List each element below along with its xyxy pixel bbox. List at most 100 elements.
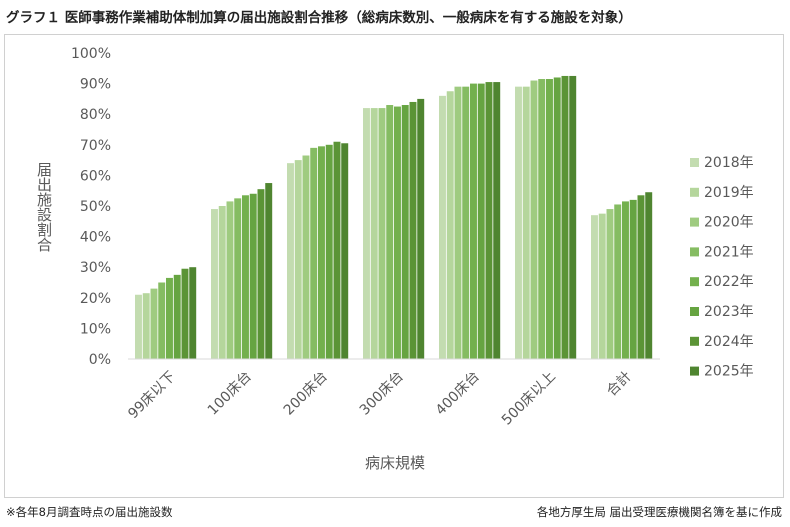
- legend-swatch: [690, 217, 699, 227]
- y-tick-label: 10%: [80, 321, 111, 337]
- bar: [173, 274, 181, 359]
- x-tick-label: 200床台: [281, 369, 331, 419]
- bar: [446, 91, 454, 359]
- bar: [606, 209, 614, 359]
- bar: [538, 79, 546, 359]
- x-axis: 99床以下 100床台 200床台 300床台 400床台 500床以上 合計: [125, 358, 660, 429]
- bar: [211, 209, 218, 359]
- bar: [530, 80, 538, 359]
- bar: [591, 215, 598, 359]
- bar: [325, 144, 333, 359]
- bar: [386, 105, 394, 360]
- bar: [333, 141, 341, 359]
- bar: [462, 86, 470, 359]
- legend-swatch: [690, 336, 699, 346]
- x-tick-label: 500床以上: [499, 369, 559, 429]
- bar: [294, 160, 302, 359]
- y-axis-title: 届出施設割合: [35, 162, 53, 252]
- legend-swatch: [690, 307, 699, 316]
- legend-swatch: [690, 187, 699, 197]
- y-tick-label: 30%: [80, 260, 111, 276]
- bar: [234, 198, 242, 359]
- bar: [265, 183, 273, 359]
- x-tick-label: 400床台: [433, 369, 483, 419]
- bar: [142, 293, 150, 359]
- y-axis: 0% 10% 20% 30% 40% 50% 60% 70% 80% 90% 100%: [71, 46, 111, 368]
- bar: [310, 147, 318, 359]
- bar: [181, 268, 189, 359]
- bar: [569, 75, 577, 359]
- bar: [439, 95, 446, 359]
- footnote-left: ※各年8月調査時点の届出施設数: [6, 505, 173, 519]
- bar: [515, 86, 522, 359]
- bars: [135, 75, 653, 360]
- x-tick-label: 99床以下: [125, 369, 179, 423]
- bar: [614, 204, 622, 359]
- legend-swatch: [690, 366, 699, 376]
- bar: [249, 193, 257, 359]
- bar: [370, 108, 378, 359]
- bar: [598, 213, 606, 359]
- y-tick-label: 40%: [80, 230, 111, 246]
- x-tick-label: 100床台: [205, 369, 255, 419]
- legend-label: 2022年: [704, 274, 754, 290]
- x-axis-title: 病床規模: [365, 454, 425, 472]
- chart-frame: [4, 34, 784, 498]
- legend-label: 2025年: [704, 364, 754, 380]
- bar: [493, 82, 501, 359]
- bar: [546, 79, 553, 359]
- legend-label: 2019年: [704, 185, 754, 201]
- bar: [637, 195, 645, 359]
- legend-label: 2018年: [704, 155, 754, 171]
- footnote-right: 各地方厚生局 届出受理医療機関名簿を基に作成: [536, 505, 782, 519]
- bar: [150, 288, 158, 359]
- legend-label: 2023年: [704, 304, 754, 320]
- bar: [341, 143, 349, 359]
- legend-swatch: [690, 277, 699, 287]
- bar: [485, 82, 493, 359]
- bar: [135, 294, 142, 359]
- bar: [302, 155, 310, 359]
- y-tick-label: 80%: [80, 107, 111, 123]
- y-tick-label: 0%: [89, 352, 111, 368]
- bar: [242, 195, 249, 359]
- y-tick-label: 60%: [80, 168, 111, 184]
- legend-label: 2020年: [704, 215, 754, 231]
- bar: [553, 77, 561, 359]
- bar: [189, 267, 197, 359]
- bar: [454, 86, 462, 359]
- y-tick-label: 90%: [80, 77, 111, 93]
- bar: [409, 101, 417, 360]
- x-tick-label: 合計: [604, 369, 635, 400]
- y-tick-label: 20%: [80, 291, 111, 307]
- bar: [522, 86, 530, 359]
- bar: [318, 146, 325, 359]
- bar: [645, 192, 653, 359]
- bar: [477, 83, 485, 359]
- legend-swatch: [690, 247, 699, 257]
- bar: [378, 108, 386, 359]
- chart-title: グラフ１ 医師事務作業補助体制加算の届出施設割合推移（総病床数別、一般病床を有す…: [6, 10, 632, 26]
- legend-swatch: [690, 158, 699, 167]
- bar: [401, 105, 409, 360]
- bar: [561, 75, 569, 359]
- y-tick-label: 70%: [80, 138, 111, 154]
- bar: [257, 189, 265, 359]
- bar: [226, 201, 234, 359]
- bar: [629, 199, 637, 359]
- bar: [622, 201, 629, 359]
- legend-label: 2024年: [704, 334, 754, 350]
- bar: [218, 206, 226, 359]
- bar: [158, 282, 166, 359]
- bar: [470, 83, 477, 359]
- legend-label: 2021年: [704, 244, 754, 260]
- x-tick-label: 300床台: [357, 369, 407, 419]
- legend: 2018年 2019年 2020年 2021年 2022年 2023年 2024年 2025年: [690, 155, 754, 380]
- bar: [287, 163, 294, 359]
- y-tick-label: 100%: [71, 46, 111, 62]
- bar: [394, 106, 401, 359]
- y-tick-label: 50%: [80, 199, 111, 215]
- bar: [166, 277, 173, 359]
- bar: [363, 108, 370, 359]
